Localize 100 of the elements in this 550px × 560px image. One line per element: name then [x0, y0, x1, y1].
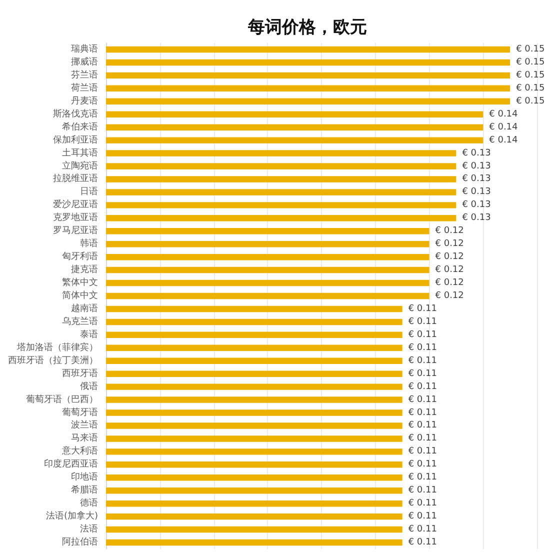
bar	[106, 462, 402, 468]
bar	[106, 318, 402, 326]
data-label: € 0.11	[408, 512, 437, 522]
y-tick-label: 保加利亚语	[53, 134, 98, 146]
data-label: € 0.13	[462, 200, 491, 210]
bar	[106, 513, 402, 520]
bar	[106, 215, 456, 222]
y-tick-label: 波兰语	[71, 420, 98, 431]
data-label: € 0.14	[489, 109, 518, 120]
data-label: € 0.15	[516, 70, 545, 80]
bar	[106, 344, 402, 352]
bar	[106, 189, 456, 196]
y-tick-label: 意大利语	[61, 446, 98, 457]
bar	[106, 85, 510, 92]
data-label: € 0.13	[462, 213, 491, 224]
data-label: € 0.12	[435, 291, 464, 301]
data-label: € 0.11	[408, 342, 437, 353]
y-tick-label: 土耳其语	[62, 147, 98, 158]
data-label: € 0.12	[435, 278, 464, 288]
data-label: € 0.15	[516, 96, 545, 106]
y-tick-label: 捷克语	[71, 264, 98, 276]
y-tick-label: 拉脱维亚语	[53, 173, 98, 184]
data-label: € 0.12	[435, 226, 464, 236]
bar	[106, 228, 430, 234]
bar	[106, 396, 402, 403]
bar	[106, 500, 402, 507]
y-tick-label: 俄语	[80, 380, 98, 392]
data-label: € 0.14	[489, 122, 518, 132]
y-tick-label: 西班牙语（拉丁美洲）	[8, 354, 98, 366]
bar	[106, 292, 430, 300]
bar	[106, 150, 456, 156]
data-label: € 0.11	[408, 408, 437, 418]
bar	[106, 526, 402, 533]
data-label: € 0.15	[516, 44, 545, 54]
data-label: € 0.11	[408, 498, 437, 509]
bar	[106, 384, 402, 390]
data-label: € 0.11	[408, 394, 437, 405]
y-tick-label: 克罗地亚语	[53, 212, 98, 224]
y-tick-label: 西班牙语	[62, 368, 98, 379]
y-tick-label: 德语	[80, 498, 98, 509]
bar	[106, 202, 456, 208]
bar	[106, 137, 484, 144]
chart-title: 每词价格，欧元	[247, 18, 367, 38]
y-tick-label: 葡萄牙语（巴西）	[26, 394, 98, 405]
y-tick-label: 阿拉伯语	[62, 536, 98, 548]
data-label: € 0.13	[462, 187, 491, 198]
y-tick-label: 匈牙利语	[62, 251, 98, 262]
y-tick-label: 荷兰语	[71, 82, 98, 94]
y-tick-label: 丹麦语	[71, 95, 98, 106]
data-label: € 0.11	[408, 330, 437, 340]
data-label: € 0.11	[408, 316, 437, 327]
data-label: € 0.14	[489, 135, 518, 146]
data-label: € 0.11	[408, 538, 437, 548]
data-label: € 0.13	[462, 148, 491, 158]
data-label: € 0.11	[408, 356, 437, 366]
data-label: € 0.11	[408, 368, 437, 379]
data-label: € 0.11	[408, 446, 437, 457]
data-label: € 0.11	[408, 420, 437, 431]
y-tick-label: 立陶宛语	[62, 160, 98, 172]
bar	[106, 306, 402, 312]
bar	[106, 46, 510, 53]
bar	[106, 59, 510, 66]
data-label: € 0.15	[516, 83, 545, 94]
y-tick-label: 罗马尼亚语	[53, 225, 98, 236]
y-tick-label: 斯洛伐克语	[53, 108, 98, 120]
y-tick-label: 法语	[80, 524, 98, 535]
bar	[106, 332, 402, 338]
bar	[106, 410, 402, 416]
y-tick-label: 马来语	[71, 432, 98, 444]
bar	[106, 488, 402, 494]
data-label: € 0.11	[408, 472, 437, 483]
bar	[106, 280, 430, 286]
bar	[106, 163, 456, 170]
y-tick-label: 葡萄牙语	[62, 406, 98, 418]
bar	[106, 358, 402, 364]
y-tick-label: 瑞典语	[71, 43, 98, 54]
data-label: € 0.11	[408, 382, 437, 392]
data-label: € 0.13	[462, 174, 491, 184]
data-label: € 0.13	[462, 161, 491, 172]
y-tick-label: 希腊语	[71, 484, 98, 496]
bar	[106, 111, 484, 118]
data-label: € 0.12	[435, 265, 464, 276]
bar	[106, 124, 484, 130]
data-label: € 0.12	[435, 252, 464, 262]
data-label: € 0.12	[435, 239, 464, 250]
y-tick-label: 印度尼西亚语	[44, 458, 98, 470]
y-tick-label: 塔加洛语（菲律宾）	[16, 342, 98, 353]
y-tick-label: 挪威语	[71, 56, 98, 68]
y-tick-label: 韩语	[80, 238, 98, 250]
bar	[106, 240, 430, 248]
data-label: € 0.11	[408, 460, 437, 470]
bar	[106, 539, 402, 546]
bar	[106, 474, 402, 481]
y-tick-label: 简体中文	[62, 290, 98, 301]
data-label: € 0.15	[516, 57, 545, 68]
bar	[106, 176, 456, 182]
y-tick-label: 爱沙尼亚语	[53, 199, 98, 210]
bar	[106, 370, 402, 377]
bar	[106, 72, 510, 79]
y-tick-label: 芬兰语	[71, 69, 98, 80]
